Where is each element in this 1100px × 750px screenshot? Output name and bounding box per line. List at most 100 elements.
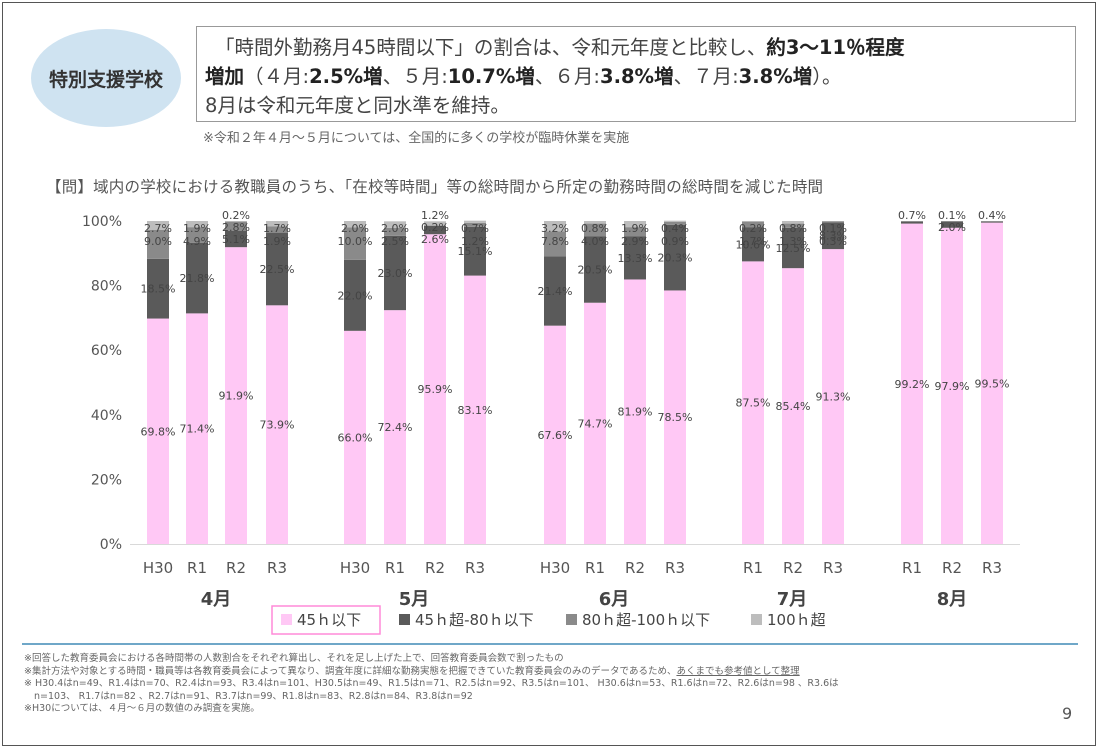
summary-text-6: ）。: [812, 65, 842, 88]
bar-segment: [384, 227, 406, 236]
x-tick-label: R3: [465, 559, 485, 577]
y-tick-label: 100%: [82, 214, 122, 230]
bar-segment: [344, 227, 366, 260]
bar-segment: [225, 221, 247, 222]
bar-segment: [941, 221, 963, 228]
bar-segment: [464, 226, 486, 276]
bar-segment: [624, 221, 646, 228]
bar-segment: [624, 227, 646, 237]
y-tick-label: 20%: [91, 472, 122, 488]
bar-segment: [624, 279, 646, 544]
bar-segment: [225, 247, 247, 544]
bar-segment: [742, 221, 764, 228]
footnote-2-text: ※集計方法や対象とする時間・職員等は各教育委員会によって異なり、調査年度に詳細な…: [24, 665, 677, 677]
legend-label: 100ｈ超: [767, 611, 826, 629]
data-label-upper: 18.5%: [141, 283, 176, 296]
month-label: 8月: [937, 589, 968, 610]
data-label-upper: 7.8%: [541, 235, 569, 248]
bar-segment: [822, 221, 844, 223]
bar-segment: [384, 221, 406, 228]
bar-segment: [464, 222, 486, 227]
summary-box: 「時間外勤務月45時間以下」の割合は、令和元年度と比較し、約3～11％程度 増加…: [196, 26, 1076, 122]
x-tick-label: R3: [982, 559, 1002, 577]
bar-segment: [266, 226, 288, 233]
summary-june-value: 3.8%増: [600, 65, 674, 88]
summary-text-august: 8月は令和元年度と同水準を維持。: [205, 94, 510, 117]
data-label-45h: 67.6%: [538, 429, 573, 442]
bar-segment: [742, 221, 764, 222]
data-label-upper: 0.8%: [779, 222, 807, 235]
data-label-45h: 81.9%: [618, 406, 653, 419]
bar-segment: [941, 227, 963, 544]
x-tick-label: R1: [187, 559, 207, 577]
bar-segment: [981, 221, 1003, 223]
bar-segment: [266, 305, 288, 544]
bar-segment: [901, 223, 923, 545]
bar-segment: [941, 221, 963, 222]
x-tick-label: H30: [143, 559, 173, 577]
data-label-upper: 0.1%: [819, 222, 847, 235]
footnote-5: ※H30については、４月～６月の数値のみ調査を実施。: [24, 703, 260, 714]
bar-segment: [464, 220, 486, 223]
survey-question: 【問】域内の学校における教職員のうち、「在校等時間」等の総時間から所定の勤務時間…: [46, 178, 824, 196]
data-label-upper: 0.7%: [461, 222, 489, 235]
data-label-upper: 1.2%: [461, 235, 489, 248]
data-label-45h: 99.5%: [975, 377, 1010, 390]
data-label-upper: 5.1%: [222, 233, 250, 246]
bar-segment: [782, 223, 804, 228]
footnote-1: ※回答した教育委員会における各時間帯の人数割合をそれぞれ算出し、それを足し上げた…: [24, 653, 564, 664]
bar-segment: [266, 232, 288, 306]
data-label-upper: 15.1%: [458, 245, 493, 258]
bar-segment: [544, 231, 566, 257]
bar-segment: [782, 227, 804, 269]
data-label-upper: 0.1%: [938, 209, 966, 222]
data-label-upper: 8.3%: [819, 230, 847, 243]
data-label-upper: 10.0%: [338, 235, 373, 248]
bar-segment: [384, 310, 406, 544]
legend-label: 45ｈ以下: [297, 611, 361, 629]
data-label-45h: 72.4%: [378, 421, 413, 434]
bar-segment: [624, 236, 646, 280]
data-label-upper: 0.2%: [421, 221, 449, 234]
data-label-upper: 2.0%: [938, 221, 966, 234]
y-tick-label: 80%: [91, 279, 122, 295]
bar-segment: [742, 261, 764, 544]
data-label-upper: 0.7%: [898, 209, 926, 222]
x-tick-label: R1: [902, 559, 922, 577]
bar-segment: [664, 221, 686, 225]
month-label: 4月: [201, 589, 232, 610]
data-label-upper: 20.5%: [578, 264, 613, 277]
x-tick-label: R1: [743, 559, 763, 577]
bar-segment: [225, 230, 247, 248]
bar-segment: [584, 236, 606, 303]
data-label-45h: 73.9%: [260, 419, 295, 432]
bar-segment: [664, 290, 686, 544]
month-label: 5月: [399, 589, 430, 610]
bar-segment: [424, 234, 446, 545]
summary-text-5: 、７月:: [673, 65, 739, 88]
data-label-upper: 4.0%: [581, 235, 609, 248]
data-label-upper: 0.9%: [661, 235, 689, 248]
footnote-2: ※集計方法や対象とする時間・職員等は各教育委員会によって異なり、調査年度に詳細な…: [24, 666, 1024, 679]
data-label-upper: 0.3%: [819, 235, 847, 248]
bar-segment: [584, 302, 606, 544]
data-label-upper: 2.9%: [621, 235, 649, 248]
bar-segment: [544, 256, 566, 326]
legend-highlight-box: [271, 605, 381, 635]
data-label-upper: 2.5%: [381, 235, 409, 248]
stacked-bar-chart: 0% 20% 40% 60% 80% 100% 69.8% 18.5% 9.0%2.7% 71.4…: [82, 209, 1020, 635]
data-label-45h: 99.2%: [895, 378, 930, 391]
data-label-upper: 0.2%: [739, 222, 767, 235]
x-tick-label: R1: [585, 559, 605, 577]
bar-segment: [424, 225, 446, 226]
data-label-upper: 2.0%: [341, 222, 369, 235]
bar-segment: [344, 221, 366, 228]
data-label-upper: 9.0%: [144, 235, 172, 248]
bar-segment: [225, 221, 247, 231]
bar-segment: [424, 225, 446, 235]
bar-segment: [147, 229, 169, 259]
bar-segment: [147, 318, 169, 544]
bar-segment: [384, 235, 406, 311]
bar-segment: [266, 221, 288, 227]
data-label-upper: 13.3%: [618, 252, 653, 265]
